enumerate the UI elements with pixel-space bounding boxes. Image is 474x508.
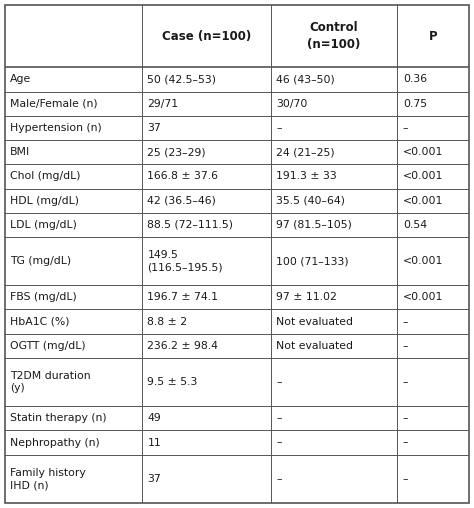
Text: P: P [429, 29, 438, 43]
Text: <0.001: <0.001 [403, 196, 443, 206]
Text: 196.7 ± 74.1: 196.7 ± 74.1 [147, 293, 219, 302]
Text: Not evaluated: Not evaluated [276, 341, 354, 351]
Text: FBS (mg/dL): FBS (mg/dL) [10, 293, 77, 302]
Text: –: – [403, 474, 408, 484]
Text: Not evaluated: Not evaluated [276, 316, 354, 327]
Text: 0.75: 0.75 [403, 99, 427, 109]
Text: Hypertension (n): Hypertension (n) [10, 123, 102, 133]
Text: 166.8 ± 37.6: 166.8 ± 37.6 [147, 171, 219, 181]
Text: Case (n=100): Case (n=100) [162, 29, 251, 43]
Text: <0.001: <0.001 [403, 256, 443, 266]
Text: TG (mg/dL): TG (mg/dL) [10, 256, 72, 266]
Text: T2DM duration
(y): T2DM duration (y) [10, 371, 91, 393]
Text: 97 ± 11.02: 97 ± 11.02 [276, 293, 337, 302]
Text: 8.8 ± 2: 8.8 ± 2 [147, 316, 188, 327]
Text: –: – [276, 474, 282, 484]
Text: –: – [276, 377, 282, 387]
Text: 24 (21–25): 24 (21–25) [276, 147, 335, 157]
Text: 25 (23–29): 25 (23–29) [147, 147, 206, 157]
Text: <0.001: <0.001 [403, 147, 443, 157]
Text: –: – [403, 437, 408, 448]
Text: Control
(n=100): Control (n=100) [308, 21, 361, 51]
Text: 35.5 (40–64): 35.5 (40–64) [276, 196, 346, 206]
Text: 50 (42.5–53): 50 (42.5–53) [147, 75, 216, 84]
Text: 42 (36.5–46): 42 (36.5–46) [147, 196, 216, 206]
Text: 97 (81.5–105): 97 (81.5–105) [276, 220, 352, 230]
Text: Male/Female (n): Male/Female (n) [10, 99, 98, 109]
Text: 11: 11 [147, 437, 161, 448]
Text: 0.36: 0.36 [403, 75, 427, 84]
Text: 37: 37 [147, 474, 161, 484]
Text: 0.54: 0.54 [403, 220, 427, 230]
Text: –: – [403, 377, 408, 387]
Text: Statin therapy (n): Statin therapy (n) [10, 414, 107, 423]
Text: Nephropathy (n): Nephropathy (n) [10, 437, 100, 448]
Text: 191.3 ± 33: 191.3 ± 33 [276, 171, 337, 181]
Text: <0.001: <0.001 [403, 293, 443, 302]
Text: 49: 49 [147, 414, 161, 423]
Text: Family history
IHD (n): Family history IHD (n) [10, 467, 86, 490]
Text: 37: 37 [147, 123, 161, 133]
Text: 236.2 ± 98.4: 236.2 ± 98.4 [147, 341, 219, 351]
Text: HDL (mg/dL): HDL (mg/dL) [10, 196, 79, 206]
Text: 9.5 ± 5.3: 9.5 ± 5.3 [147, 377, 198, 387]
Text: 46 (43–50): 46 (43–50) [276, 75, 335, 84]
Text: –: – [276, 414, 282, 423]
Text: –: – [276, 437, 282, 448]
Text: Chol (mg/dL): Chol (mg/dL) [10, 171, 81, 181]
Text: Age: Age [10, 75, 32, 84]
Text: 30/70: 30/70 [276, 99, 308, 109]
Text: –: – [403, 341, 408, 351]
Text: 100 (71–133): 100 (71–133) [276, 256, 349, 266]
Text: HbA1C (%): HbA1C (%) [10, 316, 70, 327]
Text: BMI: BMI [10, 147, 30, 157]
Text: –: – [276, 123, 282, 133]
Text: –: – [403, 414, 408, 423]
Text: OGTT (mg/dL): OGTT (mg/dL) [10, 341, 86, 351]
Text: 88.5 (72–111.5): 88.5 (72–111.5) [147, 220, 233, 230]
Text: <0.001: <0.001 [403, 171, 443, 181]
Text: –: – [403, 123, 408, 133]
Text: 29/71: 29/71 [147, 99, 179, 109]
Text: LDL (mg/dL): LDL (mg/dL) [10, 220, 77, 230]
Text: –: – [403, 316, 408, 327]
Text: 149.5
(116.5–195.5): 149.5 (116.5–195.5) [147, 250, 223, 272]
